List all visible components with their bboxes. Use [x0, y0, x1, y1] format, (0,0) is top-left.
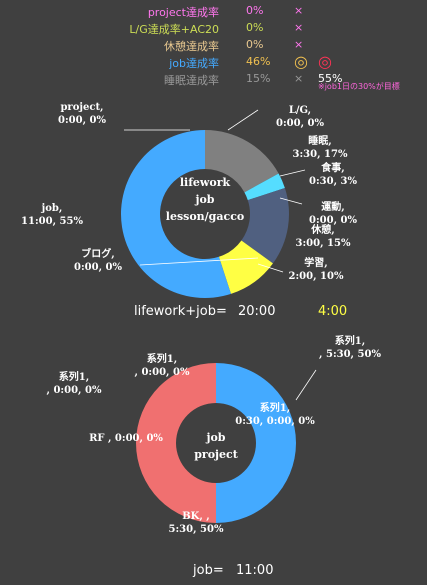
slice-label: 運動,	[321, 200, 344, 213]
center-label: lesson/gacco	[166, 210, 244, 223]
stat-value: 15%	[246, 72, 271, 85]
center-label: job	[194, 193, 214, 206]
slice-label: 3:30, 17%	[293, 149, 348, 160]
slice-label: , 5:30, 50%	[319, 349, 381, 360]
slice-label: 系列1,	[147, 352, 177, 365]
slice-label: 休憩,	[310, 223, 334, 236]
pie-slice	[241, 188, 289, 264]
slice-label: 0:30, 3%	[309, 176, 357, 187]
stat-value: 0%	[246, 38, 264, 51]
stat-row: project達成率 0% ×	[0, 4, 427, 22]
slice-label: project,	[60, 102, 103, 113]
stat-extra: ◎	[318, 52, 332, 71]
stat-row: L/G達成率+AC20 0% ×	[0, 21, 427, 39]
stat-mark: ◎	[294, 52, 308, 71]
stat-mark: ×	[294, 38, 304, 51]
stat-value: 0%	[246, 21, 264, 34]
slice-label: 0:00, 0%	[58, 115, 106, 126]
stat-label: 睡眠達成率	[164, 74, 219, 87]
leader-line	[257, 263, 284, 273]
slice-label: 系列1,	[59, 370, 89, 383]
pie-slice	[205, 130, 279, 193]
job-summary-label: job=	[193, 563, 224, 578]
slice-label: 5:30, 50%	[169, 524, 224, 535]
slice-label: 2:00, 10%	[289, 271, 344, 282]
pie-slice	[121, 130, 231, 298]
lifework-job-summary-value: 20:00	[238, 304, 276, 319]
pie-slice	[136, 363, 216, 523]
pie-slice	[218, 240, 273, 294]
leader-line	[295, 369, 317, 401]
center-label: lifework	[180, 176, 231, 189]
stat-label: L/G達成率+AC20	[129, 23, 219, 36]
lifework-donut-chart: L/G, 0:00, 0% 睡眠, 3:30, 17%食事, 0:30, 3% 運動, 0:…	[21, 102, 357, 298]
job-target-note: ※job1日の30%が目標	[318, 82, 400, 91]
stat-mark: ×	[294, 21, 304, 34]
leader-line	[279, 197, 303, 205]
stat-label: job達成率	[169, 57, 219, 70]
stat-extra: 55%	[318, 72, 343, 85]
slice-label: 3:00, 15%	[296, 238, 351, 249]
job-project-donut-chart: 系列1, , 5:30, 50% 系列1, 0:30, 0:00, 0% BK, , 5:…	[47, 334, 382, 535]
center-label: job	[205, 431, 225, 444]
center-label: project	[194, 448, 239, 461]
pie-slice	[216, 363, 296, 523]
pie-slice	[244, 173, 285, 201]
slice-label: 0:00, 0%	[276, 118, 324, 129]
leader-line	[227, 109, 259, 131]
leader-line	[279, 169, 306, 177]
slice-label: 睡眠,	[308, 134, 331, 147]
stat-row: job達成率 46% ◎ ◎	[0, 52, 427, 73]
slice-label: 0:00, 0%	[309, 215, 357, 226]
slice-label: , 0:00, 0%	[47, 385, 102, 396]
leader-line	[139, 257, 259, 266]
stat-row: 休憩達成率 0% ×	[0, 38, 427, 56]
stat-row: 睡眠達成率 15% × 55%	[0, 72, 427, 90]
slice-label: 系列1,	[335, 334, 365, 347]
slice-label: L/G,	[289, 105, 311, 116]
slice-label: 11:00, 55%	[21, 216, 83, 227]
stat-value: 46%	[246, 55, 271, 68]
stat-label: 休憩達成率	[164, 40, 219, 53]
lifework-job-summary-label: lifework+job=	[134, 304, 227, 319]
stat-mark: ×	[294, 72, 304, 85]
slice-label: RF , 0:00, 0%	[89, 433, 163, 444]
stat-value: 0%	[246, 4, 264, 17]
slice-label: , 0:00, 0%	[135, 367, 190, 378]
slice-label: 0:00, 0%	[74, 262, 122, 273]
stat-label: project達成率	[147, 6, 219, 19]
slice-label: BK, ,	[182, 511, 210, 522]
slice-label: 食事,	[320, 161, 344, 174]
stat-mark: ×	[294, 4, 304, 17]
slice-label: job,	[41, 203, 63, 214]
slice-label: 0:30, 0:00, 0%	[235, 416, 315, 427]
lifework-job-summary-extra: 4:00	[318, 304, 348, 319]
slice-label: ブログ,	[81, 247, 114, 260]
slice-label: 学習,	[304, 256, 327, 269]
job-summary-value: 11:00	[236, 563, 274, 578]
slice-label: 系列1,	[260, 401, 290, 414]
